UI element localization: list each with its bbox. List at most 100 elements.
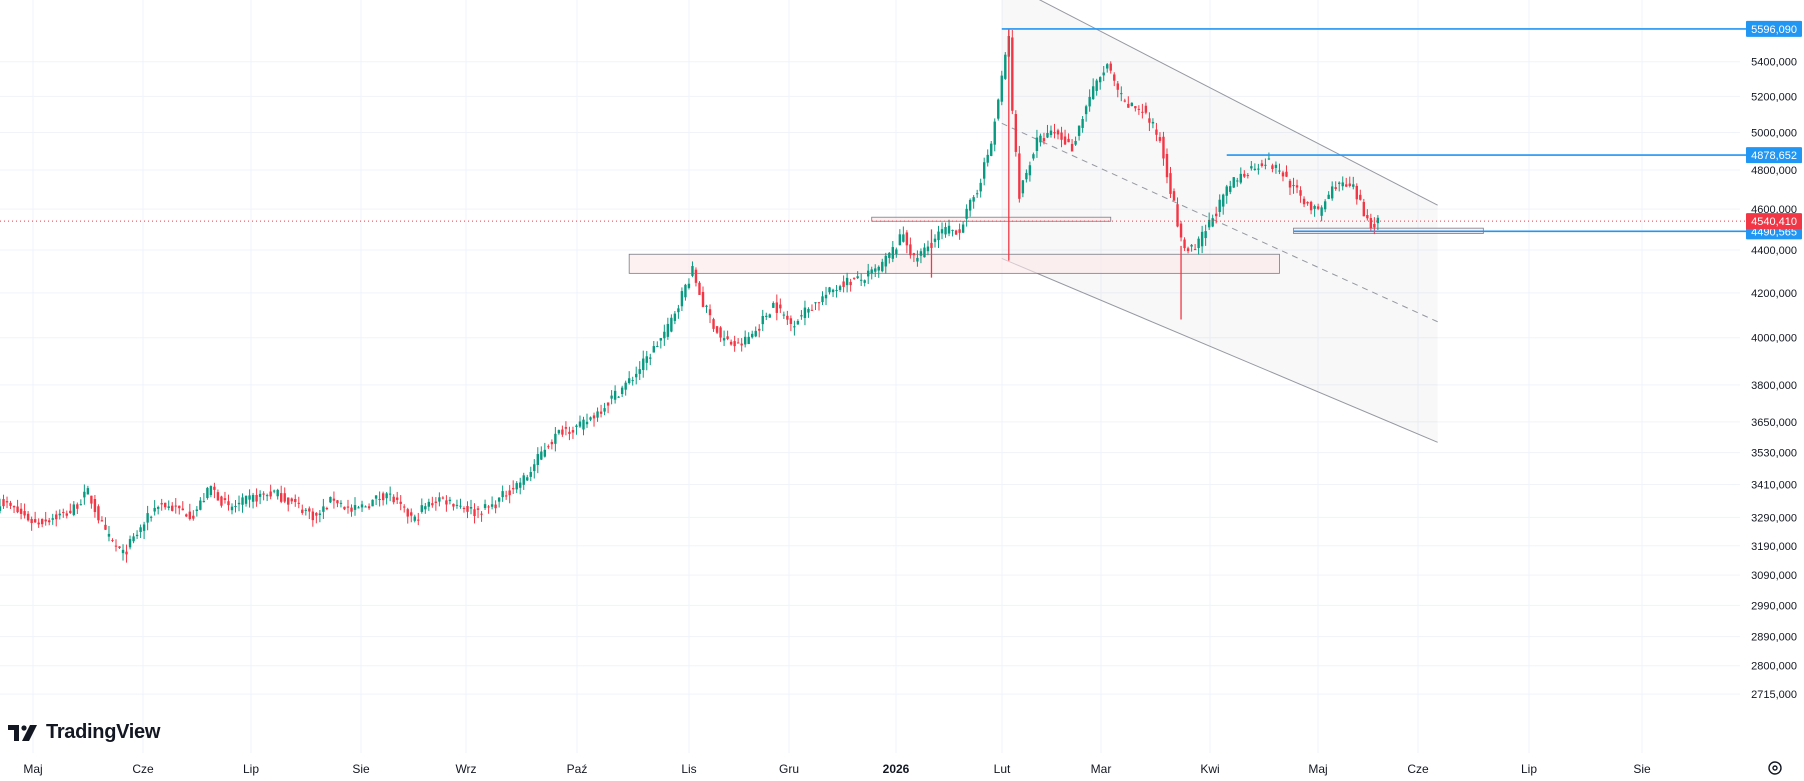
level-price-badge[interactable] xyxy=(1746,20,1802,37)
candle-body xyxy=(1323,201,1327,210)
candle-body xyxy=(550,441,554,445)
candle-body xyxy=(104,524,107,530)
candle-body xyxy=(835,290,838,292)
candle xyxy=(125,544,128,563)
candle-body xyxy=(592,415,596,419)
candle xyxy=(729,339,733,346)
candle xyxy=(392,494,395,505)
candle xyxy=(55,510,58,527)
candle-body xyxy=(740,343,743,346)
candle xyxy=(272,489,276,494)
candle xyxy=(807,307,810,318)
price-axis[interactable]: 5400,0005200,0005000,0004800,0004600,000… xyxy=(1746,20,1802,701)
candle-body xyxy=(923,247,926,258)
candle xyxy=(765,312,768,321)
candle-body xyxy=(223,498,227,500)
candle xyxy=(1369,213,1373,231)
candle-body xyxy=(459,505,462,507)
candle-body xyxy=(1352,184,1355,187)
candle-body xyxy=(487,506,490,508)
candle-body xyxy=(287,497,290,505)
candle xyxy=(350,504,353,517)
candle xyxy=(585,413,589,428)
candle-body xyxy=(276,489,279,497)
candle xyxy=(381,491,385,506)
candle-body xyxy=(870,269,873,274)
candle xyxy=(448,496,452,505)
candle xyxy=(1000,70,1003,106)
candle xyxy=(684,283,687,301)
candle-body xyxy=(121,549,125,554)
candle xyxy=(821,291,824,306)
candle-body xyxy=(258,493,262,497)
candle-body xyxy=(1014,114,1018,152)
candle-body xyxy=(511,488,515,490)
candle xyxy=(578,415,582,428)
candle-body xyxy=(902,234,905,242)
candle-body xyxy=(1197,238,1200,249)
candle xyxy=(1091,78,1095,100)
candle xyxy=(171,502,174,512)
candle xyxy=(399,495,402,511)
level-price-badge[interactable] xyxy=(1746,147,1802,164)
candle-body xyxy=(132,536,135,542)
candle-body xyxy=(782,314,786,316)
candle-body xyxy=(1302,198,1306,205)
candle-body xyxy=(1253,168,1257,170)
candle-body xyxy=(751,333,754,338)
candle xyxy=(1197,236,1200,255)
candle xyxy=(1292,177,1295,194)
candle xyxy=(48,517,51,526)
candle xyxy=(965,204,968,227)
candle-body xyxy=(606,402,610,406)
candle xyxy=(438,492,441,507)
candle-body xyxy=(796,320,800,325)
candle xyxy=(12,505,16,514)
candle xyxy=(1172,188,1176,201)
candle xyxy=(58,509,61,520)
candle xyxy=(346,499,350,514)
candle-body xyxy=(445,500,448,505)
time-axis[interactable]: Maj Cze Lip Sie Wrz Paź Lis Gru 2026 Lut Mar Kwi Maj… xyxy=(23,762,1651,776)
candle xyxy=(72,501,76,517)
candle-body xyxy=(9,502,12,506)
candle-body xyxy=(1250,166,1253,169)
settings-gear-icon[interactable] xyxy=(1766,759,1784,777)
candle-body xyxy=(206,487,209,498)
candle xyxy=(431,496,434,508)
candle xyxy=(1313,204,1316,217)
candle xyxy=(564,421,568,436)
candle-body xyxy=(381,493,385,501)
candle xyxy=(378,491,381,507)
candle-body xyxy=(434,501,438,503)
candle-body xyxy=(90,495,93,504)
candle xyxy=(1204,224,1207,246)
candle xyxy=(877,265,880,278)
candle xyxy=(220,495,223,508)
candle-body xyxy=(262,493,265,495)
candle xyxy=(666,317,670,340)
candle-body xyxy=(339,502,343,504)
candle-body xyxy=(209,486,213,496)
candle xyxy=(1309,200,1313,215)
candle xyxy=(251,492,255,509)
candle-body xyxy=(1246,175,1250,177)
candle xyxy=(297,496,300,509)
current-price-badge[interactable] xyxy=(1746,213,1802,230)
candle xyxy=(937,225,940,248)
y-tick-label: 3530,000 xyxy=(1751,448,1797,460)
candle-body xyxy=(1362,201,1366,217)
candle xyxy=(33,511,37,523)
candle xyxy=(898,229,902,246)
candle-body xyxy=(1084,106,1088,115)
candle-body xyxy=(824,294,828,299)
candle-body xyxy=(916,257,919,262)
candle xyxy=(726,330,729,341)
candle xyxy=(1120,86,1123,102)
candle-body xyxy=(315,512,318,516)
candle-body xyxy=(504,495,508,497)
candle-body xyxy=(596,411,599,418)
candle-body xyxy=(909,244,912,256)
